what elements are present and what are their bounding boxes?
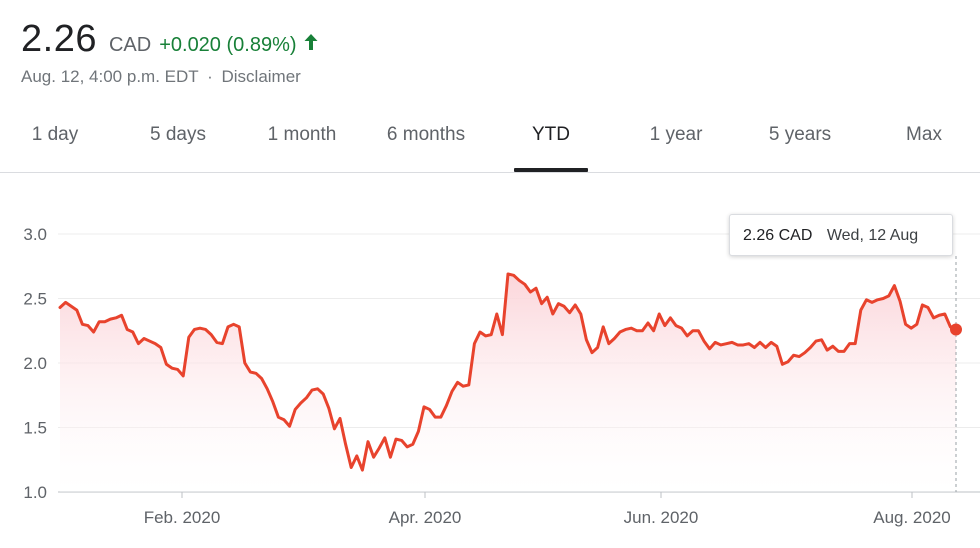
x-tick-label: Aug. 2020 [873, 508, 951, 527]
hover-tooltip: 2.26 CAD Wed, 12 Aug [729, 214, 953, 256]
y-tick-label: 1.5 [23, 419, 47, 438]
x-tick-label: Apr. 2020 [389, 508, 462, 527]
price-line [58, 272, 958, 472]
tooltip-price: 2.26 CAD [743, 227, 813, 244]
y-tick-label: 3.0 [23, 225, 47, 244]
arrow-up-icon [303, 33, 319, 56]
x-axis: Feb. 2020 Apr. 2020 Jun. 2020 Aug. 2020 [144, 492, 951, 527]
tab-1-month[interactable]: 1 month [267, 124, 337, 145]
tab-6-months[interactable]: 6 months [386, 124, 466, 145]
x-tick-label: Feb. 2020 [144, 508, 221, 527]
range-tabs: 1 day 5 days 1 month 6 months YTD 1 year… [0, 112, 980, 173]
quote-header: 2.26 CAD +0.020 (0.89%) Aug. 12, 4:00 p.… [21, 18, 319, 87]
y-tick-label: 2.0 [23, 354, 47, 373]
y-tick-label: 2.5 [23, 290, 47, 309]
x-tick-label: Jun. 2020 [624, 508, 699, 527]
disclaimer-link[interactable]: Disclaimer [221, 67, 301, 86]
price-area-fill [60, 273, 956, 492]
current-price: 2.26 [21, 18, 97, 60]
meta-separator: · [207, 67, 213, 86]
tab-1-day[interactable]: 1 day [31, 124, 79, 145]
tab-max[interactable]: Max [906, 124, 942, 145]
current-price-marker[interactable] [950, 323, 962, 336]
y-axis: 3.0 2.5 2.0 1.5 1.0 [23, 225, 47, 502]
tab-5-years[interactable]: 5 years [768, 124, 832, 145]
y-tick-label: 1.0 [23, 483, 47, 502]
active-tab-indicator [514, 168, 588, 172]
tooltip-date: Wed, 12 Aug [826, 227, 919, 244]
tab-5-days[interactable]: 5 days [150, 124, 206, 145]
price-row: 2.26 CAD +0.020 (0.89%) [21, 18, 319, 61]
quote-meta: Aug. 12, 4:00 p.m. EDT · Disclaimer [21, 67, 319, 87]
quote-timestamp: Aug. 12, 4:00 p.m. EDT [21, 67, 199, 86]
tab-ytd[interactable]: YTD [532, 124, 570, 145]
tab-1-year[interactable]: 1 year [649, 124, 703, 145]
currency-code: CAD [108, 34, 152, 56]
price-change: +0.020 (0.89%) [159, 34, 297, 56]
